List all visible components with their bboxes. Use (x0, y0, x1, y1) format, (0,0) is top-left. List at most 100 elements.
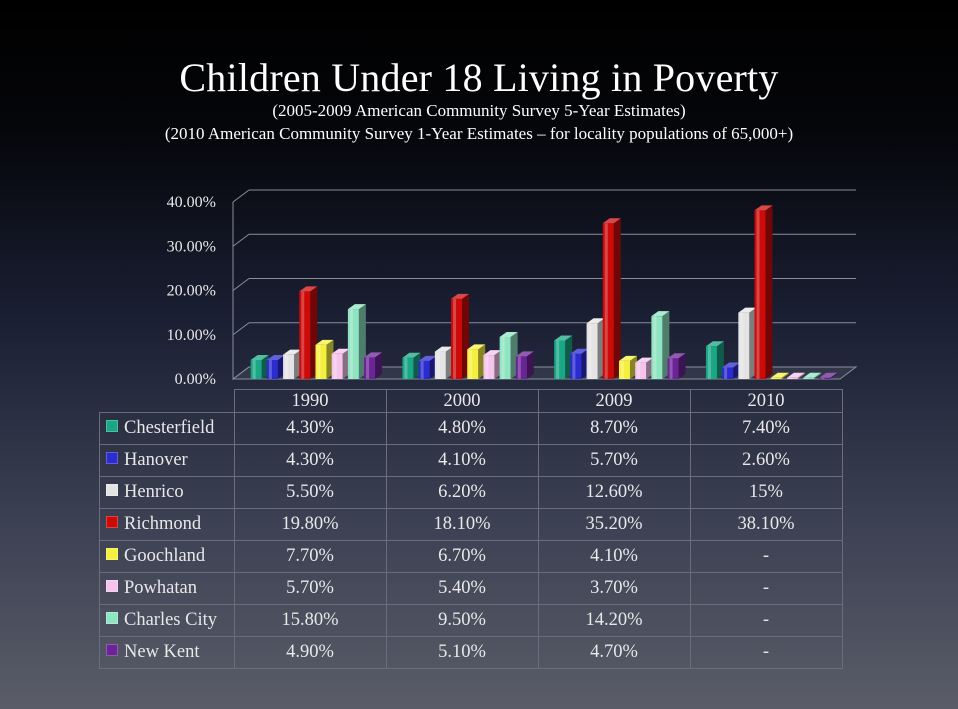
bar-charles-city-2009 (651, 311, 670, 379)
bar-top (786, 372, 805, 378)
data-label: 7.40% (689, 412, 843, 445)
bar-front (705, 346, 717, 379)
bar-new-kent-2009 (667, 353, 686, 379)
bar-front (418, 360, 430, 379)
series-name: Richmond (124, 514, 202, 534)
bar-front (266, 359, 278, 379)
legend-swatch (106, 484, 118, 496)
bar-side (678, 353, 686, 379)
bar-highlight (572, 353, 576, 379)
bar-highlight (556, 340, 560, 379)
bar-new-kent-2010 (819, 372, 838, 379)
data-label: 6.20% (385, 476, 539, 509)
bar-front (467, 349, 479, 379)
legend-swatch (106, 644, 118, 656)
bar-front (618, 360, 630, 379)
bar-highlight (420, 360, 424, 379)
bar-top (451, 293, 470, 299)
bar-front (635, 362, 647, 379)
bar-side (781, 372, 789, 379)
bar-highlight (501, 336, 505, 379)
bar-top (364, 352, 383, 358)
bar-highlight (620, 360, 624, 379)
bar-highlight (517, 356, 521, 379)
bar-front (754, 210, 766, 379)
bar-charles-city-2010 (803, 372, 822, 379)
y-tick-label: 40.00% (167, 194, 216, 211)
bar-highlight (756, 210, 760, 379)
bar-highlight (604, 223, 608, 379)
bar-top (819, 372, 838, 378)
y-tick-label: 30.00% (167, 238, 216, 255)
bar-chesterfield-2009 (554, 335, 573, 379)
bar-richmond-1990 (299, 286, 318, 379)
table-row: Powhatan 5.70% 5.40% 3.70% - (99, 572, 843, 605)
bar-front (499, 336, 511, 379)
bar-powhatan-2000 (483, 350, 502, 379)
data-label: 35.20% (537, 508, 691, 541)
series-name: Powhatan (124, 578, 197, 598)
bar-highlight (404, 357, 408, 379)
bar-highlight (788, 377, 792, 379)
legend-entry: Chesterfield (99, 412, 235, 445)
bar-front (451, 298, 463, 379)
x-tick-label: 2010 (689, 389, 843, 413)
chart-subtitle-1: (2005-2009 American Community Survey 5-Y… (272, 101, 686, 120)
table-row: Henrico 5.50% 6.20% 12.60% 15% (99, 476, 843, 509)
bar-highlight (268, 359, 272, 379)
y-tick-label: 0.00% (175, 371, 216, 388)
bar-goochland-1990 (315, 339, 334, 379)
bar-richmond-2000 (451, 293, 470, 379)
bar-goochland-2009 (618, 355, 637, 379)
data-label: 6.70% (385, 540, 539, 573)
data-label: - (689, 572, 843, 605)
bar-highlight (333, 353, 337, 379)
bar-top (803, 372, 822, 378)
bar-richmond-2009 (602, 218, 621, 379)
bar-highlight (772, 377, 776, 379)
bar-highlight (485, 355, 489, 379)
bar-top (635, 357, 654, 363)
bar-top (667, 353, 686, 359)
bar-highlight (740, 312, 744, 379)
bar-top (266, 354, 285, 360)
legend-swatch (106, 548, 118, 560)
bar-front (483, 355, 495, 379)
bar-top (618, 355, 637, 361)
legend-entry: New Kent (99, 636, 235, 669)
bar-powhatan-2009 (635, 357, 654, 379)
chart-title: Children Under 18 Living in Poverty (179, 55, 779, 100)
legend-swatch (106, 580, 118, 592)
data-label: 5.70% (233, 572, 387, 605)
bar-chesterfield-2000 (402, 352, 421, 379)
bar-top (418, 355, 437, 361)
table-row: New Kent 4.90% 5.10% 4.70% - (99, 636, 843, 669)
bar-highlight (588, 323, 592, 379)
bar-highlight (349, 309, 353, 379)
bar-top (515, 351, 534, 357)
bar-top (770, 372, 789, 378)
bar-top (434, 346, 453, 352)
data-label: 4.80% (385, 412, 539, 445)
data-label: 4.10% (537, 540, 691, 573)
bar-highlight (252, 359, 256, 379)
bar-front (515, 356, 527, 379)
bar-top (347, 304, 366, 310)
data-label: - (689, 604, 843, 637)
bar-side (765, 205, 773, 379)
bar-top (315, 339, 334, 345)
series-name: Henrico (124, 482, 184, 502)
bar-front (250, 359, 262, 379)
data-label: 12.60% (537, 476, 691, 509)
data-label: 5.10% (385, 636, 539, 669)
data-label: 14.20% (537, 604, 691, 637)
x-tick-label: 1990 (233, 389, 387, 413)
bar-highlight (301, 291, 305, 379)
bar-new-kent-2000 (515, 351, 534, 379)
series-name: Chesterfield (124, 418, 215, 438)
gridline-depth (232, 233, 250, 247)
bar-front (602, 223, 614, 379)
table-row: Charles City 15.80% 9.50% 14.20% - (99, 604, 843, 637)
bar-front (434, 351, 446, 379)
table-corner (99, 389, 235, 413)
